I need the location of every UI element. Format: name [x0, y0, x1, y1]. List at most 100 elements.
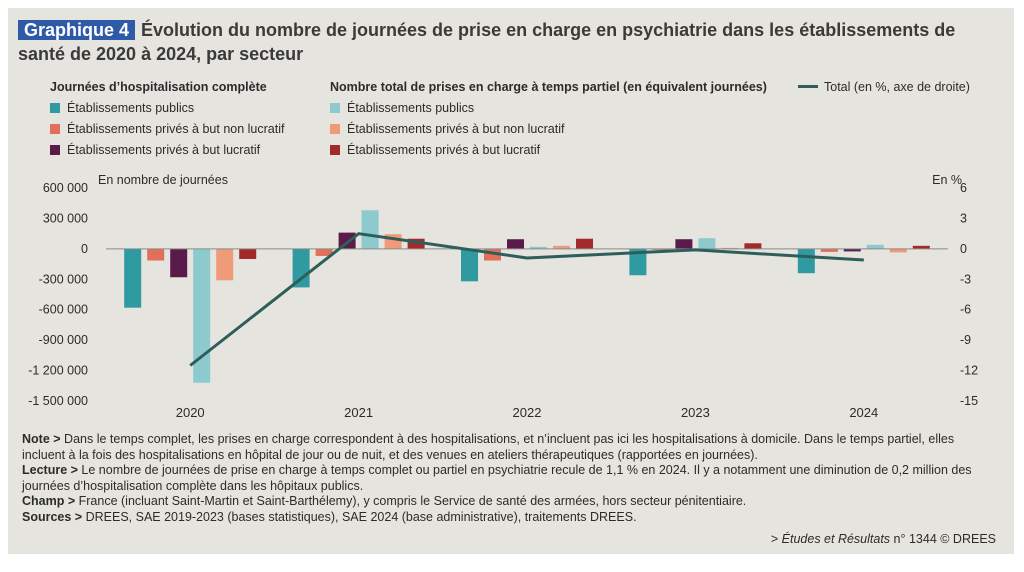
sources-text: DREES, SAE 2019-2023 (bases statistiques… — [85, 509, 637, 524]
legend-item-partial-profit: Établissements privés à but lucratif — [330, 143, 540, 157]
bar — [315, 248, 333, 256]
legend-item-complete-public: Établissements publics — [50, 101, 194, 115]
bar — [407, 238, 425, 249]
bar — [124, 248, 142, 308]
bar — [820, 248, 838, 252]
bar — [744, 243, 762, 249]
bar — [239, 248, 257, 259]
x-axis-labels: 2020 2021 2022 2023 2024 — [176, 405, 879, 420]
bar — [216, 248, 234, 281]
x-tick-label: 2020 — [176, 405, 205, 420]
x-tick-label: 2024 — [849, 405, 878, 420]
champ-paragraph: Champ > France (incluant Saint-Martin et… — [22, 494, 997, 510]
y-tick-label: -300 000 — [39, 272, 88, 286]
legend-label: Établissements privés à but lucratif — [67, 143, 261, 157]
champ-label: Champ > — [22, 494, 76, 508]
y-tick-label: -1 200 000 — [28, 364, 88, 378]
bar — [170, 248, 188, 278]
bar — [698, 238, 716, 249]
y2-tick-label: 3 — [960, 211, 967, 225]
bar — [675, 239, 693, 249]
legend-swatch — [330, 103, 340, 113]
sources-label: Sources > — [22, 509, 83, 524]
bar — [912, 245, 930, 249]
y2-tick-label: -12 — [960, 364, 978, 378]
legend-group-complete-title: Journées d’hospitalisation complète — [50, 80, 267, 94]
legend-swatch — [50, 103, 60, 113]
publication-reference: > Études et Résultats n° 1344 © DREES — [771, 532, 996, 546]
bar — [652, 248, 670, 250]
legend-total: Total (en %, axe de droite) — [798, 80, 970, 94]
bar — [797, 248, 815, 274]
y-tick-label: -600 000 — [39, 303, 88, 317]
legend-total-label: Total (en %, axe de droite) — [824, 80, 970, 94]
lecture-text: Le nombre de journées de prise en charge… — [22, 463, 972, 493]
y2-tick-label: 6 — [960, 181, 967, 195]
lecture-label: Lecture > — [22, 463, 78, 477]
notes-block: Note > Dans le temps complet, les prises… — [22, 432, 997, 525]
left-axis-ticks: 600 000 300 000 0 -300 000 -600 000 -900 000 -… — [28, 181, 88, 408]
ref-italic: Études et Résultats — [781, 532, 891, 546]
bar — [530, 246, 547, 249]
y-tick-label: 0 — [81, 242, 88, 256]
bar — [193, 248, 211, 383]
ref-prefix: > — [770, 532, 782, 546]
bar — [843, 248, 861, 252]
bar — [147, 248, 165, 261]
legend-swatch — [50, 124, 60, 134]
legend-label: Établissements privés à but non lucratif — [347, 122, 565, 136]
chart-plot: En nombre de journées En % 600 000 300 00… — [28, 173, 978, 420]
chart-panel — [8, 8, 1014, 554]
bar — [576, 238, 593, 249]
legend-label: Établissements privés à but lucratif — [347, 143, 541, 157]
bar — [553, 245, 570, 249]
y-tick-label: -1 500 000 — [28, 394, 88, 408]
total-line — [189, 232, 864, 367]
right-axis-label: En % — [932, 173, 962, 187]
y2-tick-label: -3 — [960, 272, 971, 286]
bar — [507, 239, 524, 249]
figure-title: Évolution du nombre de journées de prise… — [18, 20, 956, 64]
left-axis-label: En nombre de journées — [98, 173, 228, 187]
legend-swatch — [50, 145, 60, 155]
x-tick-label: 2023 — [681, 405, 710, 420]
legend-group-partial-title: Nombre total de prises en charge à temps… — [330, 80, 767, 94]
legend-label: Établissements publics — [347, 101, 475, 115]
legend-item-complete-nonprofit: Établissements privés à but non lucratif — [50, 122, 284, 136]
bar — [461, 248, 478, 282]
legend-total-line-swatch — [798, 85, 818, 88]
chart-title: Graphique 4 Évolution du nombre de journé… — [18, 18, 998, 66]
bar — [889, 248, 907, 253]
legend-label: Établissements publics — [67, 101, 195, 115]
note-label: Note > — [22, 432, 61, 446]
bar — [292, 248, 310, 288]
sources-paragraph: Sources > DREES, SAE 2019-2023 (bases st… — [22, 510, 997, 526]
figure-badge: Graphique 4 — [18, 20, 136, 40]
ref-suffix: n° 1344 © DREES — [890, 532, 996, 546]
legend-item-complete-profit: Établissements privés à but lucratif — [50, 143, 260, 157]
bar — [484, 248, 501, 261]
bar-series — [124, 210, 930, 383]
right-axis-ticks: 6 3 0 -3 -6 -9 -12 -15 — [960, 181, 978, 408]
legend-label: Établissements privés à but non lucratif — [67, 122, 285, 136]
y2-tick-label: -15 — [960, 394, 978, 408]
bar — [361, 210, 379, 249]
legend-item-partial-public: Établissements publics — [330, 101, 474, 115]
legend-swatch — [330, 145, 340, 155]
bar — [629, 248, 647, 276]
lecture-paragraph: Lecture > Le nombre de journées de prise… — [22, 463, 997, 494]
x-tick-label: 2022 — [513, 405, 542, 420]
note-paragraph: Note > Dans le temps complet, les prises… — [22, 432, 997, 463]
champ-text: France (incluant Saint-Martin et Saint-B… — [78, 494, 747, 508]
y-tick-label: -900 000 — [39, 333, 88, 347]
bar — [721, 247, 739, 249]
y2-tick-label: 0 — [960, 242, 967, 256]
legend-swatch — [330, 124, 340, 134]
x-tick-label: 2021 — [344, 405, 373, 420]
y2-tick-label: -9 — [960, 333, 971, 347]
y2-tick-label: -6 — [960, 303, 971, 317]
note-text: Dans le temps complet, les prises en cha… — [22, 432, 955, 462]
bar — [866, 244, 884, 249]
y-tick-label: 300 000 — [43, 211, 88, 225]
y-tick-label: 600 000 — [43, 181, 88, 195]
